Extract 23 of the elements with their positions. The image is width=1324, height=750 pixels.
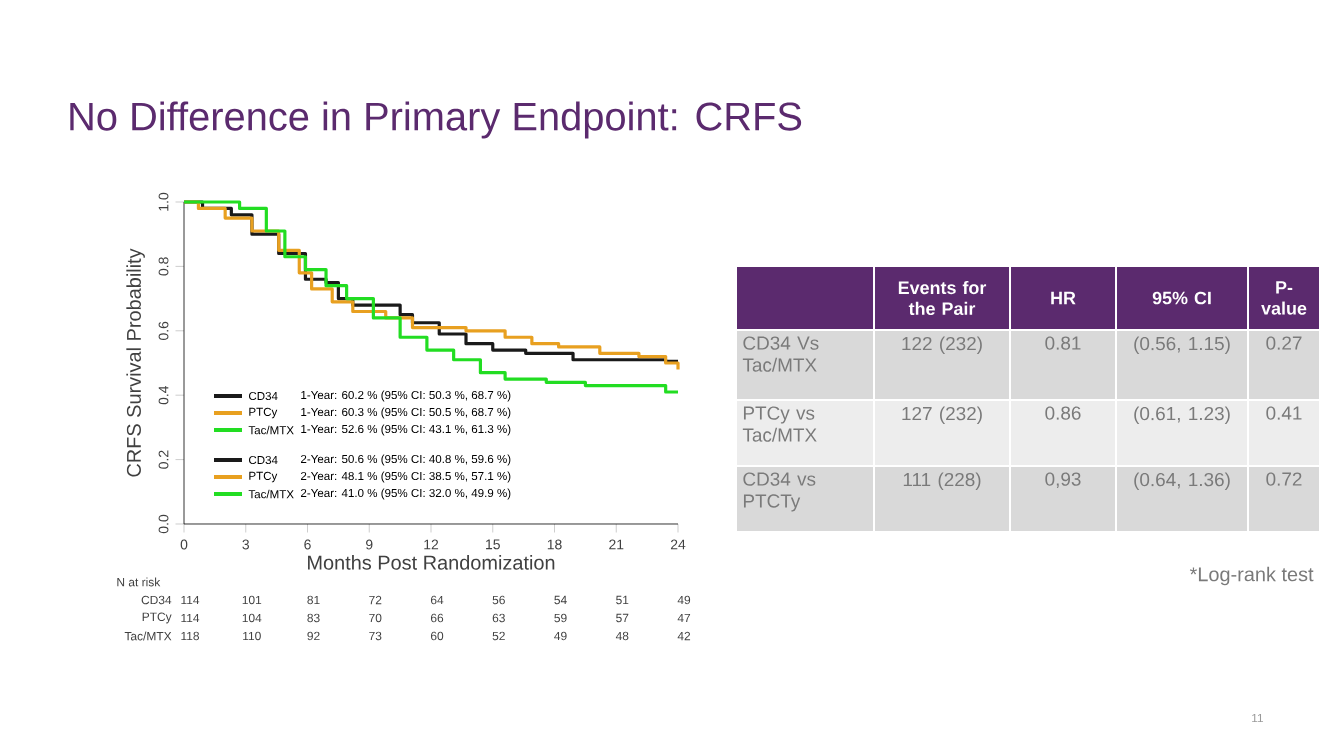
x-axis-title: Months Post Randomization — [308, 555, 555, 570]
text: HR — [1051, 291, 1076, 305]
text: 111 (228) — [903, 472, 981, 491]
text: 0,93 — [1045, 472, 1081, 489]
text: (0.56, 1.15) — [1134, 336, 1230, 355]
text: 127 (232) — [902, 406, 982, 425]
text: 0.41 — [1266, 406, 1302, 420]
text: (0.64, 1.36) — [1134, 472, 1230, 491]
text: 95% CI — [1152, 291, 1211, 305]
text: 0.86 — [1045, 406, 1081, 420]
y-axis-title: CRFS Survival Probability — [126, 248, 145, 477]
text: Events for the Pair — [898, 280, 987, 316]
text: PTCy vs Tac/MTX — [742, 406, 817, 442]
text: P-value — [1261, 281, 1307, 315]
text: CD34 vs PTCTy — [743, 472, 816, 512]
chart-title: No Difference in Primary Endpoint: CRFS — [70, 101, 802, 139]
text: 0.72 — [1266, 472, 1302, 486]
text: 122 (232) — [902, 336, 982, 355]
text: *Log-rank test — [1189, 566, 1314, 586]
text: (0.61, 1.23) — [1134, 406, 1230, 425]
text: 0.27 — [1266, 336, 1302, 350]
text: 0.81 — [1045, 336, 1081, 350]
text: CD34 Vs Tac/MTX — [742, 336, 819, 372]
